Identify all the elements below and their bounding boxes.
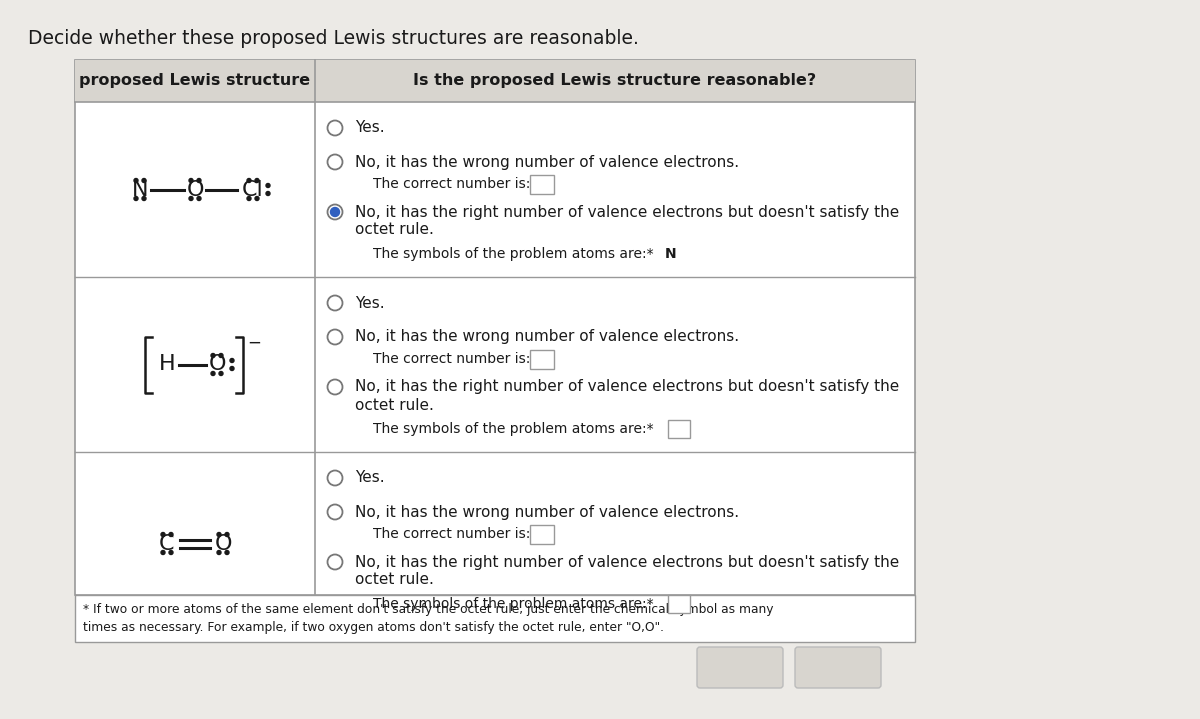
Circle shape xyxy=(161,551,166,554)
Text: The correct number is:: The correct number is: xyxy=(373,527,530,541)
Circle shape xyxy=(211,354,215,357)
Text: Yes.: Yes. xyxy=(355,296,385,311)
Text: The correct number is:: The correct number is: xyxy=(373,177,530,191)
Circle shape xyxy=(217,551,221,554)
Text: Ś: Ś xyxy=(832,657,845,677)
Text: * If two or more atoms of the same element don't satisfy the octet rule, just en: * If two or more atoms of the same eleme… xyxy=(83,603,774,616)
Text: X: X xyxy=(733,657,748,677)
Bar xyxy=(668,595,690,613)
Text: H: H xyxy=(158,354,175,375)
Circle shape xyxy=(197,178,202,183)
Circle shape xyxy=(211,372,215,375)
Text: No, it has the right number of valence electrons but doesn't satisfy the: No, it has the right number of valence e… xyxy=(355,204,899,219)
Text: The symbols of the problem atoms are:*: The symbols of the problem atoms are:* xyxy=(373,597,654,611)
Bar xyxy=(74,60,916,595)
Text: The symbols of the problem atoms are:*: The symbols of the problem atoms are:* xyxy=(373,247,654,261)
Circle shape xyxy=(330,208,340,216)
Circle shape xyxy=(230,359,234,362)
Text: N: N xyxy=(665,247,677,261)
Bar xyxy=(530,524,554,544)
Circle shape xyxy=(142,178,146,183)
Text: No, it has the wrong number of valence electrons.: No, it has the wrong number of valence e… xyxy=(355,505,739,520)
Text: Cl: Cl xyxy=(242,180,264,199)
Text: times as necessary. For example, if two oxygen atoms don't satisfy the octet rul: times as necessary. For example, if two … xyxy=(83,621,664,634)
Circle shape xyxy=(217,533,221,536)
Text: No, it has the wrong number of valence electrons.: No, it has the wrong number of valence e… xyxy=(355,155,739,170)
Circle shape xyxy=(226,551,229,554)
FancyBboxPatch shape xyxy=(796,647,881,688)
Circle shape xyxy=(142,196,146,201)
Text: O: O xyxy=(215,533,232,554)
Text: The correct number is:: The correct number is: xyxy=(373,352,530,366)
Circle shape xyxy=(256,196,259,201)
Circle shape xyxy=(169,533,173,536)
Text: Decide whether these proposed Lewis structures are reasonable.: Decide whether these proposed Lewis stru… xyxy=(28,29,638,47)
Circle shape xyxy=(134,178,138,183)
Text: C: C xyxy=(160,533,175,554)
Circle shape xyxy=(161,533,166,536)
Text: octet rule.: octet rule. xyxy=(355,222,434,237)
Text: −: − xyxy=(247,334,260,352)
Text: Yes.: Yes. xyxy=(355,121,385,135)
Circle shape xyxy=(266,191,270,196)
Bar xyxy=(668,420,690,438)
Circle shape xyxy=(190,196,193,201)
Circle shape xyxy=(226,533,229,536)
Text: No, it has the right number of valence electrons but doesn't satisfy the: No, it has the right number of valence e… xyxy=(355,380,899,395)
Text: Yes.: Yes. xyxy=(355,470,385,485)
Bar xyxy=(74,60,314,102)
Text: O: O xyxy=(186,180,204,199)
Bar xyxy=(314,60,916,102)
Circle shape xyxy=(230,367,234,370)
Bar xyxy=(530,349,554,369)
Text: O: O xyxy=(209,354,226,375)
Text: octet rule.: octet rule. xyxy=(355,398,434,413)
Circle shape xyxy=(266,183,270,188)
Bar xyxy=(530,175,554,193)
Text: Is the proposed Lewis structure reasonable?: Is the proposed Lewis structure reasonab… xyxy=(414,73,816,88)
Circle shape xyxy=(190,178,193,183)
Text: No, it has the right number of valence electrons but doesn't satisfy the: No, it has the right number of valence e… xyxy=(355,554,899,569)
Text: The symbols of the problem atoms are:*: The symbols of the problem atoms are:* xyxy=(373,422,654,436)
Text: octet rule.: octet rule. xyxy=(355,572,434,587)
FancyBboxPatch shape xyxy=(697,647,784,688)
Circle shape xyxy=(134,196,138,201)
Circle shape xyxy=(169,551,173,554)
Circle shape xyxy=(247,178,251,183)
Circle shape xyxy=(220,372,223,375)
Circle shape xyxy=(256,178,259,183)
Text: proposed Lewis structure: proposed Lewis structure xyxy=(79,73,311,88)
Text: No, it has the wrong number of valence electrons.: No, it has the wrong number of valence e… xyxy=(355,329,739,344)
Bar xyxy=(74,595,916,642)
Circle shape xyxy=(247,196,251,201)
Text: N: N xyxy=(132,180,149,199)
Circle shape xyxy=(220,354,223,357)
Circle shape xyxy=(197,196,202,201)
